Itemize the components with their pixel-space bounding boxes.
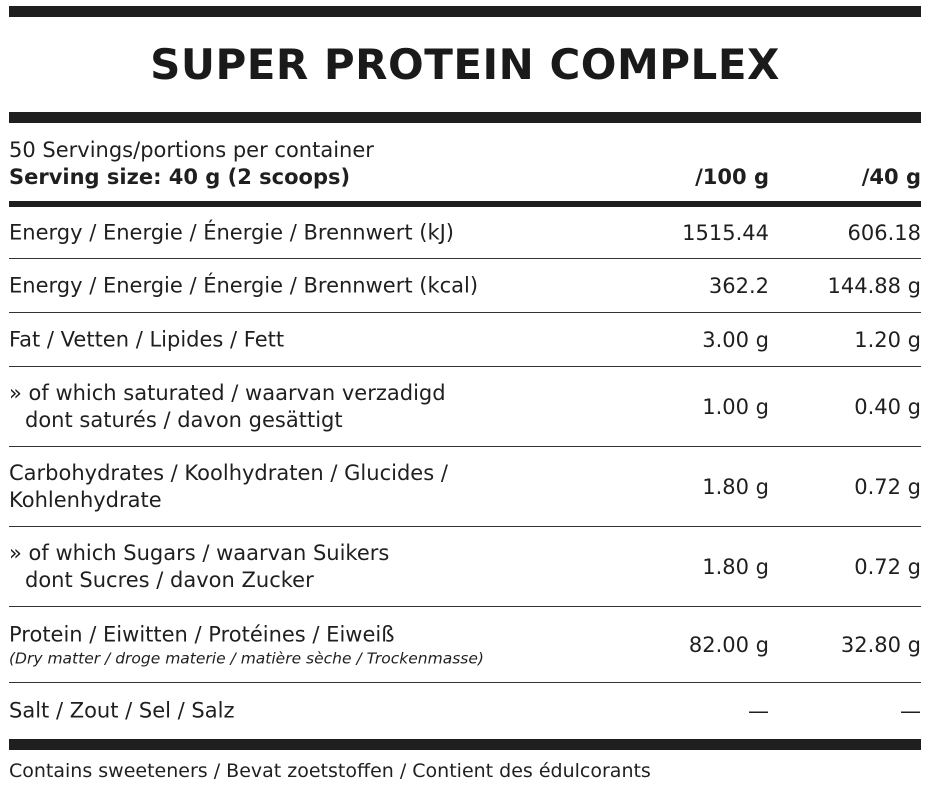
value-per-40g: 32.80 g: [840, 632, 921, 657]
value-per-40g: 0.72 g: [854, 474, 921, 499]
header-divider: [9, 201, 921, 207]
nutrient-row-sugars: » of which Sugars / waarvan Suikers dont…: [9, 527, 921, 607]
nutrient-row-energy-kcal: Energy / Energie / Énergie / Brennwert (…: [9, 259, 921, 313]
nutrition-facts-panel: SUPER PROTEIN COMPLEX 50 Servings/portio…: [9, 6, 921, 782]
nutrient-label: Protein / Eiwitten / Protéines / Eiweiß …: [9, 621, 484, 668]
value-per-40g: 1.20 g: [854, 327, 921, 352]
value-per-40g: 606.18: [847, 220, 921, 245]
nutrient-label: Fat / Vetten / Lipides / Fett: [9, 327, 285, 351]
nutrient-row-fat: Fat / Vetten / Lipides / Fett 3.00 g 1.2…: [9, 313, 921, 367]
value-per-40g: 0.72 g: [854, 554, 921, 579]
value-per-100g: 1.80 g: [702, 474, 769, 499]
nutrient-label: » of which Sugars / waarvan Suikers dont…: [9, 540, 389, 594]
value-per-100g: 1515.44: [682, 220, 769, 245]
nutrient-label-line1: Protein / Eiwitten / Protéines / Eiweiß: [9, 622, 395, 646]
column-header-per-40g: /40 g: [861, 165, 921, 189]
nutrient-row-carbohydrates: Carbohydrates / Koolhydraten / Glucides …: [9, 447, 921, 527]
nutrient-label: Energy / Energie / Énergie / Brennwert (…: [9, 220, 454, 244]
value-per-100g: 1.80 g: [702, 554, 769, 579]
value-per-100g: —: [748, 699, 769, 723]
servings-per-container: 50 Servings/portions per container: [9, 138, 374, 162]
nutrient-label-line2: Kohlenhydrate: [9, 487, 162, 512]
nutrient-label-line1: Carbohydrates / Koolhydraten / Glucides …: [9, 460, 448, 485]
nutrient-label: Energy / Energie / Énergie / Brennwert (…: [9, 273, 479, 297]
nutrient-row-saturated: » of which saturated / waarvan verzadigd…: [9, 367, 921, 447]
value-per-100g: 82.00 g: [688, 632, 769, 657]
dry-matter-note: (Dry matter / droge materie / matière sè…: [9, 649, 484, 667]
nutrient-label-line2: dont Sucres / davon Zucker: [25, 567, 314, 592]
nutrient-label: Salt / Zout / Sel / Salz: [9, 698, 235, 723]
bottom-divider: [9, 739, 921, 750]
value-per-40g: —: [900, 699, 921, 723]
serving-size: Serving size: 40 g (2 scoops): [9, 165, 351, 189]
nutrient-row-energy-kj: Energy / Energie / Énergie / Brennwert (…: [9, 207, 921, 259]
value-per-40g: 0.40 g: [854, 394, 921, 419]
nutrient-label: » of which saturated / waarvan verzadigd…: [9, 380, 446, 434]
value-per-100g: 3.00 g: [702, 327, 769, 352]
sweeteners-note: Contains sweeteners / Bevat zoetstoffen …: [9, 760, 651, 782]
nutrient-row-salt: Salt / Zout / Sel / Salz — —: [9, 683, 921, 739]
top-divider: [9, 6, 921, 17]
nutrient-row-protein: Protein / Eiwitten / Protéines / Eiweiß …: [9, 607, 921, 683]
value-per-100g: 362.2: [708, 273, 769, 298]
product-title: SUPER PROTEIN COMPLEX: [150, 40, 780, 89]
title-divider: [9, 112, 921, 123]
nutrient-label: Carbohydrates / Koolhydraten / Glucides …: [9, 460, 448, 514]
value-per-100g: 1.00 g: [702, 394, 769, 419]
nutrient-label-line2: dont saturés / davon gesättigt: [25, 407, 343, 432]
column-header-per-100g: /100 g: [695, 165, 769, 189]
value-per-40g: 144.88 g: [827, 273, 922, 298]
nutrient-label-line1: » of which saturated / waarvan verzadigd: [9, 380, 446, 405]
nutrient-label-line1: » of which Sugars / waarvan Suikers: [9, 540, 390, 565]
table-header: 50 Servings/portions per container Servi…: [9, 123, 921, 201]
